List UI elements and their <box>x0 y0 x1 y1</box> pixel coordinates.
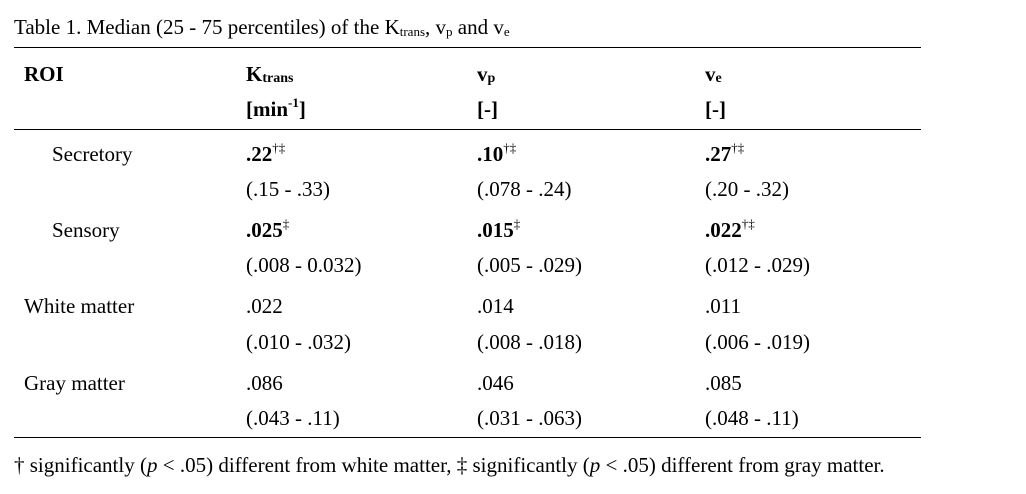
header-bottom-rule <box>14 129 921 130</box>
caption-vp-subscript: p <box>446 24 453 39</box>
significance-marks: ‡ <box>513 216 521 231</box>
caption-prefix: Table 1. Median (25 - 75 percentiles) of… <box>14 15 400 39</box>
table-caption: Table 1. Median (25 - 75 percentiles) of… <box>14 13 510 44</box>
caption-ve-subscript: e <box>503 24 510 39</box>
row-sensory-ve-median: .022†‡ <box>705 216 755 246</box>
row-white-matter-ve-range: (.006 - .019) <box>705 330 810 354</box>
row-sensory-ktrans-median: .025‡ <box>246 216 290 246</box>
footnote-p-symbol-1: p <box>146 453 158 477</box>
row-white-matter-ktrans-range: (.010 - .032) <box>246 330 351 354</box>
row-white-matter-vp-range: (.008 - .018) <box>477 330 582 354</box>
median-value: .10 <box>477 142 504 166</box>
row-sensory-vp-range: (.005 - .029) <box>477 253 582 277</box>
header-roi: ROI <box>24 62 64 86</box>
header-ktrans-subscript: trans <box>262 71 294 86</box>
header-ve-subscript: e <box>715 71 722 86</box>
row-white-matter-ktrans-median: .022 <box>246 294 283 318</box>
header-ve-main: v <box>705 62 716 86</box>
header-ktrans-unit-pre: [min <box>246 97 288 121</box>
row-white-matter-roi: White matter <box>24 294 135 318</box>
row-gray-matter-roi: Gray matter <box>24 371 125 395</box>
row-secretory-roi: Secretory <box>52 142 133 166</box>
row-gray-matter-ktrans-median: .086 <box>246 371 283 395</box>
row-secretory-vp-range: (.078 - .24) <box>477 177 572 201</box>
row-gray-matter-ve-range: (.048 - .11) <box>705 406 799 430</box>
header-ktrans-main: K <box>246 62 263 86</box>
row-gray-matter-vp-range: (.031 - .063) <box>477 406 582 430</box>
header-ve: ve <box>705 61 722 91</box>
median-value: .022 <box>705 218 742 242</box>
row-sensory-roi: Sensory <box>52 218 120 242</box>
median-value: .015 <box>477 218 514 242</box>
header-ktrans: Ktrans <box>246 61 293 91</box>
header-vp-unit: [-] <box>477 97 498 121</box>
header-vp: vp <box>477 61 495 91</box>
footnote-part-1: † significantly ( <box>14 453 147 477</box>
row-gray-matter-vp-median: .046 <box>477 371 514 395</box>
row-sensory-ktrans-range: (.008 - 0.032) <box>246 253 362 277</box>
header-vp-main: v <box>477 62 488 86</box>
significance-marks: †‡ <box>503 140 517 155</box>
row-gray-matter-ve-median: .085 <box>705 371 742 395</box>
caption-k-subscript: trans <box>399 24 426 39</box>
header-ktrans-unit-post: ] <box>298 97 306 121</box>
table-footnote: † significantly (p < .05) different from… <box>14 451 885 479</box>
caption-and-v: and v <box>452 15 504 39</box>
row-secretory-ve-range: (.20 - .32) <box>705 177 789 201</box>
footnote-part-3: < .05) different from gray matter. <box>600 453 885 477</box>
header-ve-unit: [-] <box>705 97 726 121</box>
footnote-p-symbol-2: p <box>589 453 601 477</box>
row-secretory-ktrans-range: (.15 - .33) <box>246 177 330 201</box>
row-white-matter-vp-median: .014 <box>477 294 514 318</box>
significance-marks: †‡ <box>731 140 745 155</box>
footnote-part-2: < .05) different from white matter, ‡ si… <box>157 453 590 477</box>
row-sensory-ve-range: (.012 - .029) <box>705 253 810 277</box>
median-value: .27 <box>705 142 732 166</box>
table-bottom-rule <box>14 437 921 438</box>
significance-marks: †‡ <box>741 216 755 231</box>
row-sensory-vp-median: .015‡ <box>477 216 521 246</box>
table-top-rule <box>14 47 921 48</box>
header-vp-subscript: p <box>487 71 496 86</box>
header-ktrans-unit-exp: -1 <box>288 95 299 110</box>
header-ktrans-unit: [min-1] <box>246 95 306 125</box>
significance-marks: ‡ <box>282 216 290 231</box>
row-gray-matter-ktrans-range: (.043 - .11) <box>246 406 340 430</box>
median-value: .025 <box>246 218 283 242</box>
caption-comma-v: , v <box>425 15 447 39</box>
row-secretory-ve-median: .27†‡ <box>705 140 745 170</box>
row-white-matter-ve-median: .011 <box>705 294 741 318</box>
row-secretory-ktrans-median: .22†‡ <box>246 140 286 170</box>
median-value: .22 <box>246 142 273 166</box>
row-secretory-vp-median: .10†‡ <box>477 140 517 170</box>
significance-marks: †‡ <box>272 140 286 155</box>
